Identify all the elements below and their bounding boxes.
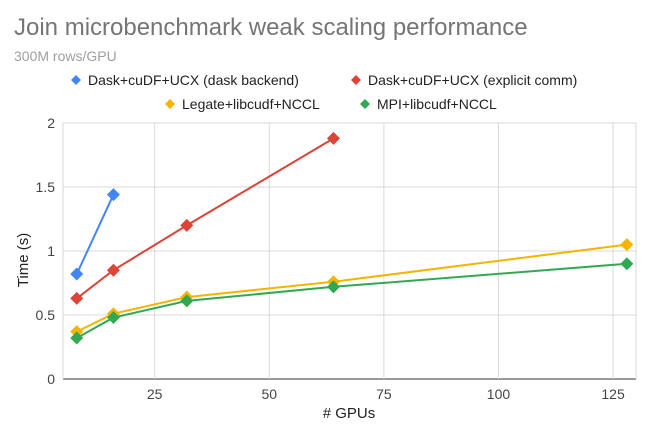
data-point (620, 238, 634, 252)
series-line-1 (76, 137, 335, 300)
x-tick-label: 100 (487, 386, 511, 402)
legend-item-1: Dask+cuDF+UCX (explicit comm) (351, 72, 577, 88)
legend-item-3: MPI+libcudf+NCCL (360, 96, 497, 112)
legend-item-0: Dask+cuDF+UCX (dask backend) (71, 72, 299, 88)
legend-marker (165, 99, 175, 109)
data-point (106, 263, 120, 277)
legend-label: Dask+cuDF+UCX (dask backend) (88, 72, 299, 88)
legend-item-2: Legate+libcudf+NCCL (165, 96, 320, 112)
y-tick-label: 0.5 (36, 307, 56, 323)
series-1 (70, 131, 340, 305)
x-tick-label: 50 (261, 386, 277, 402)
data-point (106, 188, 120, 202)
y-tick-label: 0 (47, 371, 55, 387)
y-tick-label: 2 (47, 115, 55, 131)
legend-marker (71, 75, 81, 85)
x-tick-label: 25 (147, 386, 163, 402)
gridlines (62, 122, 637, 380)
data-point (326, 131, 340, 145)
x-tick-label: 75 (376, 386, 392, 402)
x-axis-label: # GPUs (323, 405, 376, 422)
legend: Dask+cuDF+UCX (dask backend) Dask+cuDF+UC… (71, 72, 577, 112)
legend-label: Legate+libcudf+NCCL (182, 96, 320, 112)
series-0 (70, 188, 120, 281)
legend-label: MPI+libcudf+NCCL (377, 96, 497, 112)
y-tick-label: 1.5 (36, 179, 56, 195)
series-line-0 (75, 194, 115, 275)
legend-marker (351, 75, 361, 85)
data-point (70, 267, 84, 281)
data-point (106, 311, 120, 325)
data-point (620, 257, 634, 271)
series-3 (70, 257, 634, 345)
data-point (180, 218, 194, 232)
series-line-3 (76, 262, 627, 339)
data-point (70, 291, 84, 305)
y-tick-label: 1 (47, 243, 55, 259)
data-point (326, 280, 340, 294)
data-point (180, 294, 194, 308)
y-axis: 0 0.5 1 1.5 2 (36, 115, 56, 387)
y-axis-label: Time (s) (15, 233, 32, 287)
chart-subtitle: 300M rows/GPU (14, 48, 117, 64)
series-group (70, 131, 634, 345)
series-line-2 (76, 243, 627, 333)
chart-title: Join microbenchmark weak scaling perform… (14, 14, 528, 41)
data-point (70, 331, 84, 345)
x-axis: 25 50 75 100 125 (147, 386, 625, 402)
x-tick-label: 125 (601, 386, 625, 402)
legend-label: Dask+cuDF+UCX (explicit comm) (368, 72, 577, 88)
legend-marker (360, 99, 370, 109)
